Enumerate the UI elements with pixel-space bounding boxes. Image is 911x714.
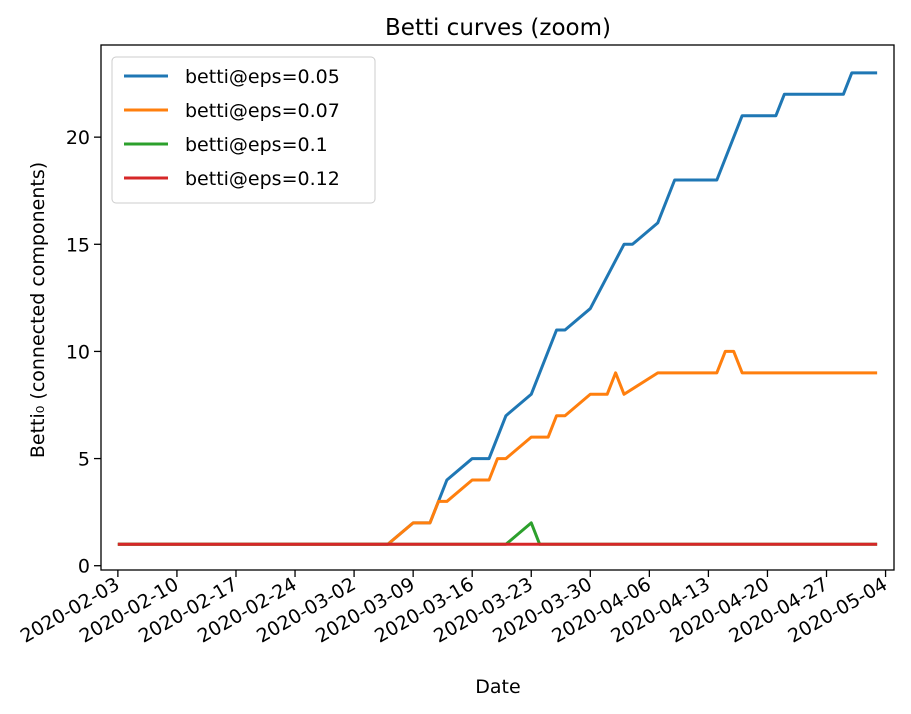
y-tick-label: 10 — [66, 341, 90, 363]
y-axis-label: Betti₀ (connected components) — [27, 162, 49, 458]
y-tick-label: 0 — [78, 556, 90, 578]
x-axis-label: Date — [475, 676, 520, 698]
plot-frame — [100, 44, 895, 571]
y-tick-label: 5 — [78, 449, 90, 471]
axes-spines — [100, 44, 895, 571]
legend-label-2: betti@eps=0.07 — [185, 100, 340, 122]
legend-box — [111, 56, 376, 204]
legend-label-3: betti@eps=0.1 — [185, 134, 328, 156]
y-tick-label: 15 — [66, 234, 90, 256]
series-line-2 — [117, 349, 878, 546]
y-tick-label: 20 — [66, 127, 90, 149]
legend-label-4: betti@eps=0.12 — [185, 168, 340, 190]
y-axis-ticks: 0 5 10 15 20 — [66, 127, 101, 578]
legend-label-1: betti@eps=0.05 — [185, 66, 340, 88]
chart-title: Betti curves (zoom) — [385, 15, 611, 41]
series-line-1 — [117, 71, 878, 546]
legend: betti@eps=0.05 betti@eps=0.07 betti@eps=0.… — [111, 56, 376, 204]
series-lines — [117, 71, 878, 546]
